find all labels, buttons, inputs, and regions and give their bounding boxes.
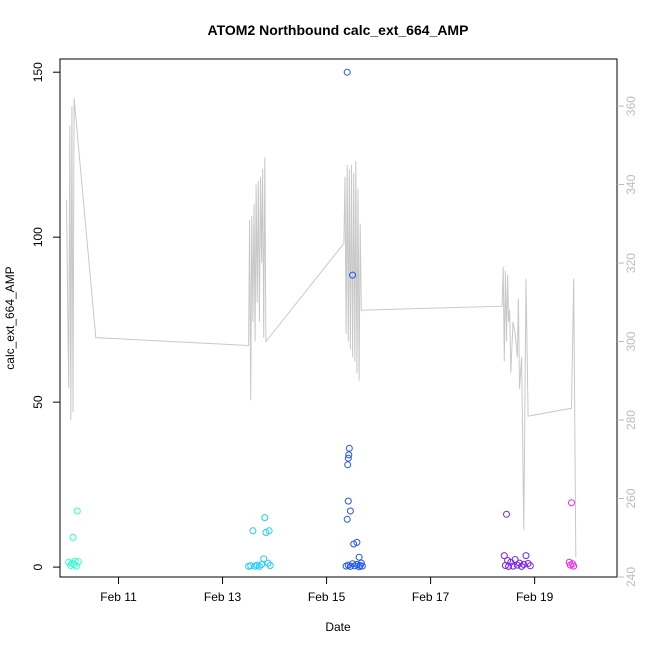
data-point-s3-13 xyxy=(524,560,532,567)
data-point-s3-12 xyxy=(522,552,530,560)
data-point-s1-2 xyxy=(249,527,257,535)
x-tick-label-4: Feb 19 xyxy=(516,590,554,604)
data-point-s1-12 xyxy=(266,562,274,569)
y2-tick-label-3: 300 xyxy=(624,331,638,351)
data-point-s0-6 xyxy=(72,562,80,570)
x-tick-label-2: Feb 15 xyxy=(308,590,346,604)
chart-title: ATOM2 Northbound calc_ext_664_AMP xyxy=(208,22,469,38)
y2-tick-label-6: 360 xyxy=(624,96,638,116)
x-axis-label: Date xyxy=(325,620,351,634)
data-point-s3-11 xyxy=(520,561,528,568)
y-tick-label-1: 50 xyxy=(31,395,45,409)
y2-tick-label-4: 320 xyxy=(624,253,638,273)
data-point-s4-0 xyxy=(568,499,575,507)
data-point-s3-8 xyxy=(513,561,521,569)
data-point-s0-7 xyxy=(73,507,81,515)
data-point-s2-11 xyxy=(355,553,363,561)
data-point-s1-5 xyxy=(255,562,263,570)
y-tick-label-0: 0 xyxy=(31,563,45,570)
data-point-s2-5 xyxy=(344,497,352,505)
data-point-s2-4 xyxy=(345,444,353,452)
data-point-s2-10 xyxy=(353,538,361,546)
data-point-s3-1 xyxy=(503,510,510,518)
axes-layer: Feb 11 Feb 13 Feb 15 Feb 17 Feb 19 0 50 100 150 2… xyxy=(31,58,638,604)
data-point-s2-8 xyxy=(349,271,357,279)
secondary-series-line xyxy=(66,98,577,558)
data-point-s2-7 xyxy=(346,507,354,515)
data-point-s2-21 xyxy=(358,562,366,570)
data-point-s2-3 xyxy=(345,451,353,459)
points-layer xyxy=(65,68,578,571)
y-tick-label-2: 100 xyxy=(31,227,45,247)
y2-tick-label-2: 280 xyxy=(624,410,638,430)
data-point-s1-8 xyxy=(261,514,269,522)
y2-tick-label-1: 260 xyxy=(624,488,638,508)
data-point-s2-6 xyxy=(343,515,351,523)
x-tick-label-1: Feb 13 xyxy=(204,590,242,604)
data-point-s2-1 xyxy=(344,461,352,469)
data-point-s3-0 xyxy=(500,552,508,560)
data-point-s1-7 xyxy=(260,555,268,563)
data-point-s1-1 xyxy=(247,562,255,570)
data-point-s0-5 xyxy=(71,557,79,565)
data-point-s3-10 xyxy=(518,562,526,570)
data-point-s0-8 xyxy=(74,558,82,566)
data-point-s3-6 xyxy=(509,562,517,570)
data-point-s0-3 xyxy=(69,533,77,541)
data-point-s3-4 xyxy=(505,562,513,570)
data-point-s2-2 xyxy=(344,454,352,462)
x-tick-label-0: Feb 11 xyxy=(100,590,137,604)
y2-tick-label-5: 340 xyxy=(624,174,638,194)
x-tick-label-3: Feb 17 xyxy=(412,590,450,604)
data-point-s2-0 xyxy=(343,68,351,76)
data-point-s1-11 xyxy=(265,527,273,535)
data-point-s2-15 xyxy=(349,560,357,568)
y-tick-label-3: 150 xyxy=(31,62,45,82)
plot-frame xyxy=(59,58,618,578)
y2-tick-label-0: 240 xyxy=(624,567,638,587)
secondary-line-layer xyxy=(66,98,577,558)
data-point-s2-18 xyxy=(355,563,363,571)
data-point-s4-4 xyxy=(570,562,578,570)
y-axis-label: calc_ext_664_AMP xyxy=(3,266,17,369)
data-point-s3-14 xyxy=(526,562,534,570)
data-point-s2-20 xyxy=(357,559,365,567)
